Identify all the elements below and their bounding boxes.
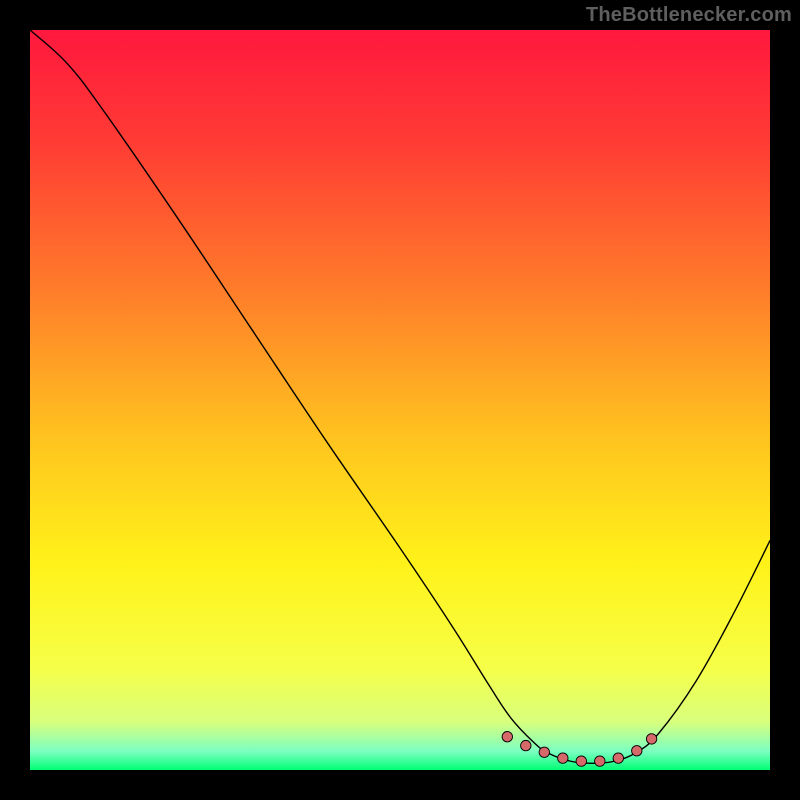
dot-marker — [632, 746, 642, 756]
chart-svg — [30, 30, 770, 770]
dot-marker — [521, 740, 531, 750]
dot-marker — [646, 734, 656, 744]
chart-container — [30, 30, 770, 770]
chart-gradient-area — [30, 30, 770, 770]
dot-marker — [613, 753, 623, 763]
dot-marker — [539, 747, 549, 757]
dot-marker — [576, 756, 586, 766]
dot-marker — [558, 753, 568, 763]
dot-marker — [595, 756, 605, 766]
watermark-text: TheBottlenecker.com — [586, 4, 792, 27]
dot-marker — [502, 732, 512, 742]
